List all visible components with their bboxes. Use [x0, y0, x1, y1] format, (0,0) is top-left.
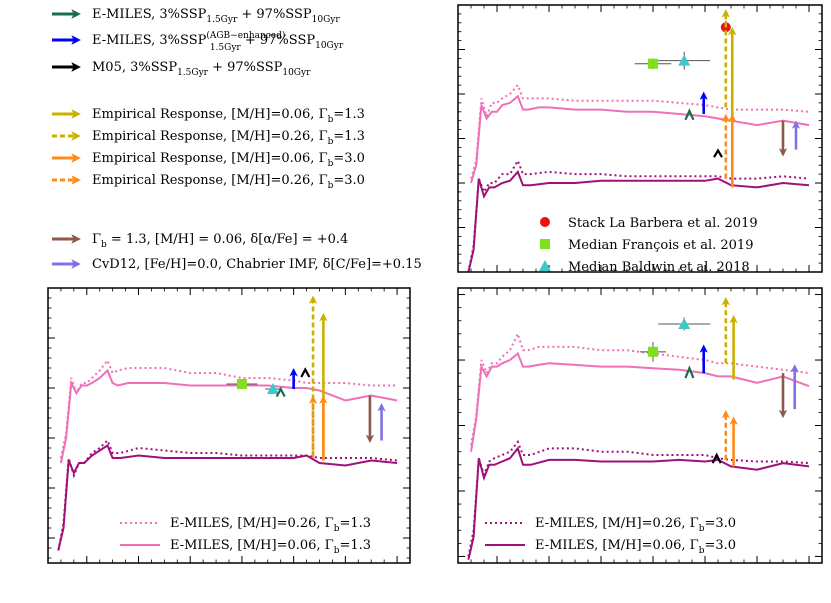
data-point-triangle: [658, 317, 711, 331]
series-line-1: [59, 368, 398, 464]
series-group: [467, 331, 810, 560]
arrow-chevron-2: [711, 452, 722, 464]
marker-triangle: [266, 383, 279, 394]
series-line-0: [470, 331, 810, 446]
legend-entry-emiles_ssp15: E-MILES, 3%SSP1.5Gyr + 97%SSP10Gyr: [52, 7, 340, 25]
panel-co232: E-MILES, [M/H]=0.26, Γb=1.3 E-MILES, [M/H…: [47, 287, 411, 564]
legend-observations: Stack La Barbera et al. 2019 Median Franç…: [539, 216, 758, 275]
legend-entry-er2: Empirical Response, [M/H]=0.26, Γb=1.3: [52, 129, 365, 147]
legend-label: E-MILES, [M/H]=0.26, Γb=3.0: [535, 516, 736, 534]
legend-label: CvD12, [Fe/H]=0.0, Chabrier IMF, δ[C/Fe]…: [92, 257, 422, 272]
legend-entry-er4: Empirical Response, [M/H]=0.26, Γb=3.0: [52, 173, 365, 191]
marker-square: [236, 379, 247, 389]
legend-legend_br: E-MILES, [M/H]=0.26, Γb=3.0 E-MILES, [M/H…: [485, 516, 736, 556]
series-group: [467, 83, 810, 272]
marker-triangle: [678, 54, 691, 66]
legend-label: E-MILES, [M/H]=0.06, Γb=1.3: [170, 538, 371, 556]
series-line-3: [57, 444, 398, 551]
marker-square: [648, 58, 658, 69]
data-point-square: [634, 58, 672, 70]
legend-label: E-MILES, 3%SSP1.5Gyr + 97%SSP10Gyr: [92, 7, 340, 25]
arrow-chevron-0: [684, 108, 695, 121]
legend-entry-emiles_agb: E-MILES, 3%SSP(AGB−enhanced) 1.5Gyr + 97%…: [52, 30, 344, 53]
legend-entry-er3: Empirical Response, [M/H]=0.06, Γb=3.0: [52, 151, 365, 169]
arrow-chevron-2: [300, 367, 311, 378]
series-line-3: [467, 446, 810, 560]
legend-entry-cvd12: CvD12, [Fe/H]=0.0, Chabrier IMF, δ[C/Fe]…: [52, 257, 422, 272]
legend-label: Empirical Response, [M/H]=0.26, Γb=3.0: [92, 173, 365, 191]
plot-frame: [457, 4, 823, 273]
panel-co230: Stack La Barbera et al. 2019 Median Franç…: [457, 4, 823, 275]
legend-label: E-MILES, [M/H]=0.26, Γb=1.3: [170, 516, 371, 534]
legend-marker-circle: [540, 217, 550, 227]
arrow-chevron-0: [684, 365, 695, 379]
panel-co235: E-MILES, [M/H]=0.26, Γb=3.0 E-MILES, [M/H…: [457, 287, 823, 564]
series-line-0: [470, 83, 810, 179]
ticks: [47, 287, 411, 563]
legend-entry-m05: M05, 3%SSP1.5Gyr + 97%SSP10Gyr: [52, 60, 311, 78]
legend-label: Stack La Barbera et al. 2019: [568, 216, 758, 231]
legend-label: Empirical Response, [M/H]=0.26, Γb=1.3: [92, 129, 365, 147]
marker-square: [648, 346, 658, 357]
legend-label: Median François et al. 2019: [568, 238, 753, 253]
series-group: [57, 358, 398, 551]
series-line-1: [470, 94, 810, 184]
ticks: [457, 4, 823, 273]
ticks: [457, 288, 823, 563]
series-line-1: [470, 351, 810, 452]
series-line-0: [59, 358, 398, 459]
data-point-triangle: [658, 51, 711, 70]
data-point-square: [226, 379, 258, 389]
legend-models: E-MILES, 3%SSP1.5Gyr + 97%SSP10Gyr E-MILE…: [52, 7, 422, 272]
data-point-square: [640, 342, 666, 362]
legend-marker-triangle: [539, 260, 551, 271]
arrow-chevron-0: [275, 386, 286, 398]
legend-label: Γb = 1.3, [M/H] = 0.06, δ[α/Fe] = +0.4: [92, 232, 348, 250]
legend-marker-square: [540, 239, 550, 249]
marker-triangle: [678, 318, 691, 330]
legend-label: Empirical Response, [M/H]=0.06, Γb=1.3: [92, 107, 365, 125]
legend-label: E-MILES, 3%SSP(AGB−enhanced) 1.5Gyr + 97%…: [92, 30, 344, 53]
legend-label: Empirical Response, [M/H]=0.06, Γb=3.0: [92, 151, 365, 169]
legend-legend_bl: E-MILES, [M/H]=0.26, Γb=1.3 E-MILES, [M/H…: [120, 516, 371, 556]
legend-label: Median Baldwin et al. 2018: [568, 260, 750, 275]
series-line-3: [467, 170, 810, 272]
data-point-triangle: [265, 383, 281, 394]
series-line-2: [467, 439, 810, 557]
legend-entry-gb_alpha: Γb = 1.3, [M/H] = 0.06, δ[α/Fe] = +0.4: [52, 232, 348, 250]
legend-label: E-MILES, [M/H]=0.06, Γb=3.0: [535, 538, 736, 556]
legend-label: M05, 3%SSP1.5Gyr + 97%SSP10Gyr: [92, 60, 311, 78]
arrow-chevron-2: [713, 148, 723, 158]
series-line-2: [467, 158, 810, 272]
legend-entry-er1: Empirical Response, [M/H]=0.06, Γb=1.3: [52, 107, 365, 125]
